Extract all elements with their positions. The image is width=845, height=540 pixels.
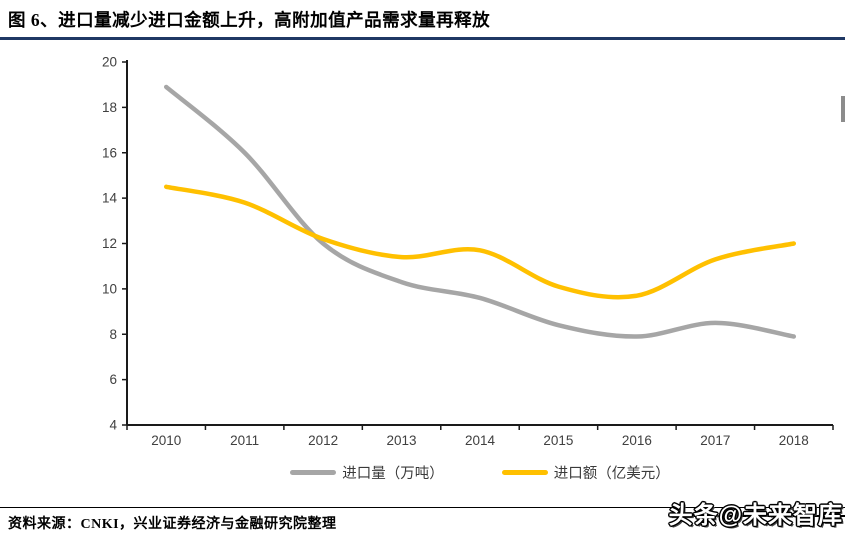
legend-entry-value: 进口额（亿美元）	[501, 462, 670, 483]
title-underline-divider	[0, 37, 845, 40]
scrollbar-thumb[interactable]	[841, 96, 845, 122]
x-tick-label: 2010	[151, 433, 181, 448]
y-tick-label: 20	[102, 55, 117, 70]
y-tick-label: 8	[109, 327, 117, 342]
x-tick-label: 2013	[387, 433, 417, 448]
chart-legend: 进口量（万吨） 进口额（亿美元）	[127, 458, 833, 486]
source-note: 资料来源：CNKI，兴业证券经济与金融研究院整理	[8, 517, 337, 532]
x-tick-label: 2011	[230, 433, 259, 448]
x-tick-label: 2012	[308, 433, 338, 448]
x-tick-label: 2017	[700, 433, 730, 448]
series-line-1	[163, 184, 797, 300]
watermark-strikethrough	[672, 515, 845, 517]
y-tick-label: 6	[109, 372, 117, 387]
y-tick-label: 10	[102, 281, 117, 296]
legend-entry-volume: 进口量（万吨）	[290, 462, 444, 483]
x-tick-label: 2015	[543, 433, 573, 448]
x-tick-label: 2016	[622, 433, 652, 448]
footer-divider	[0, 507, 845, 508]
y-tick-label: 4	[109, 418, 117, 433]
series-line-0	[163, 84, 797, 339]
x-tick-label: 2014	[465, 433, 496, 448]
legend-label-value: 进口额（亿美元）	[553, 465, 670, 482]
figure-title: 图 6、进口量减少进口金额上升，高附加值产品需求量再释放	[8, 10, 491, 30]
y-tick-label: 14	[102, 191, 118, 206]
watermark-text: 头条@未来智库	[668, 502, 843, 529]
legend-swatch-volume-line	[290, 469, 337, 475]
y-tick-label: 12	[102, 236, 117, 251]
legend-swatch-value-line	[501, 469, 548, 475]
y-tick-label: 18	[102, 100, 117, 115]
x-tick-label: 2018	[779, 433, 809, 448]
legend-label-volume: 进口量（万吨）	[342, 465, 444, 482]
y-tick-label: 16	[102, 145, 117, 160]
